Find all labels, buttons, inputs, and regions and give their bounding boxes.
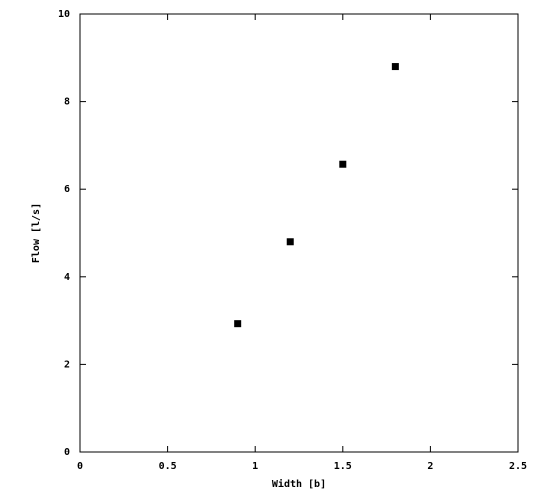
point <box>391 63 399 71</box>
x-tick-label: 0.5 <box>159 461 177 472</box>
y-tick-label: 8 <box>64 97 70 108</box>
x-axis-label: Width [b] <box>272 478 326 490</box>
plot-frame <box>79 13 519 453</box>
point <box>286 238 294 246</box>
y-tick-label: 6 <box>64 184 70 195</box>
x-tick-label: 1 <box>252 461 258 472</box>
point <box>234 320 242 328</box>
x-tick-label: 1.5 <box>334 461 352 472</box>
y-tick-label: 2 <box>64 359 70 370</box>
point <box>339 160 347 168</box>
y-tick-label: 0 <box>64 447 70 458</box>
x-tick-label: 2 <box>427 461 433 472</box>
x-tick-label: 0 <box>77 461 83 472</box>
x-tick-label: 2.5 <box>509 461 527 472</box>
y-tick-label: 4 <box>64 272 70 283</box>
y-tick-label: 10 <box>58 9 70 20</box>
y-axis-label: Flow [l/s] <box>31 203 42 263</box>
